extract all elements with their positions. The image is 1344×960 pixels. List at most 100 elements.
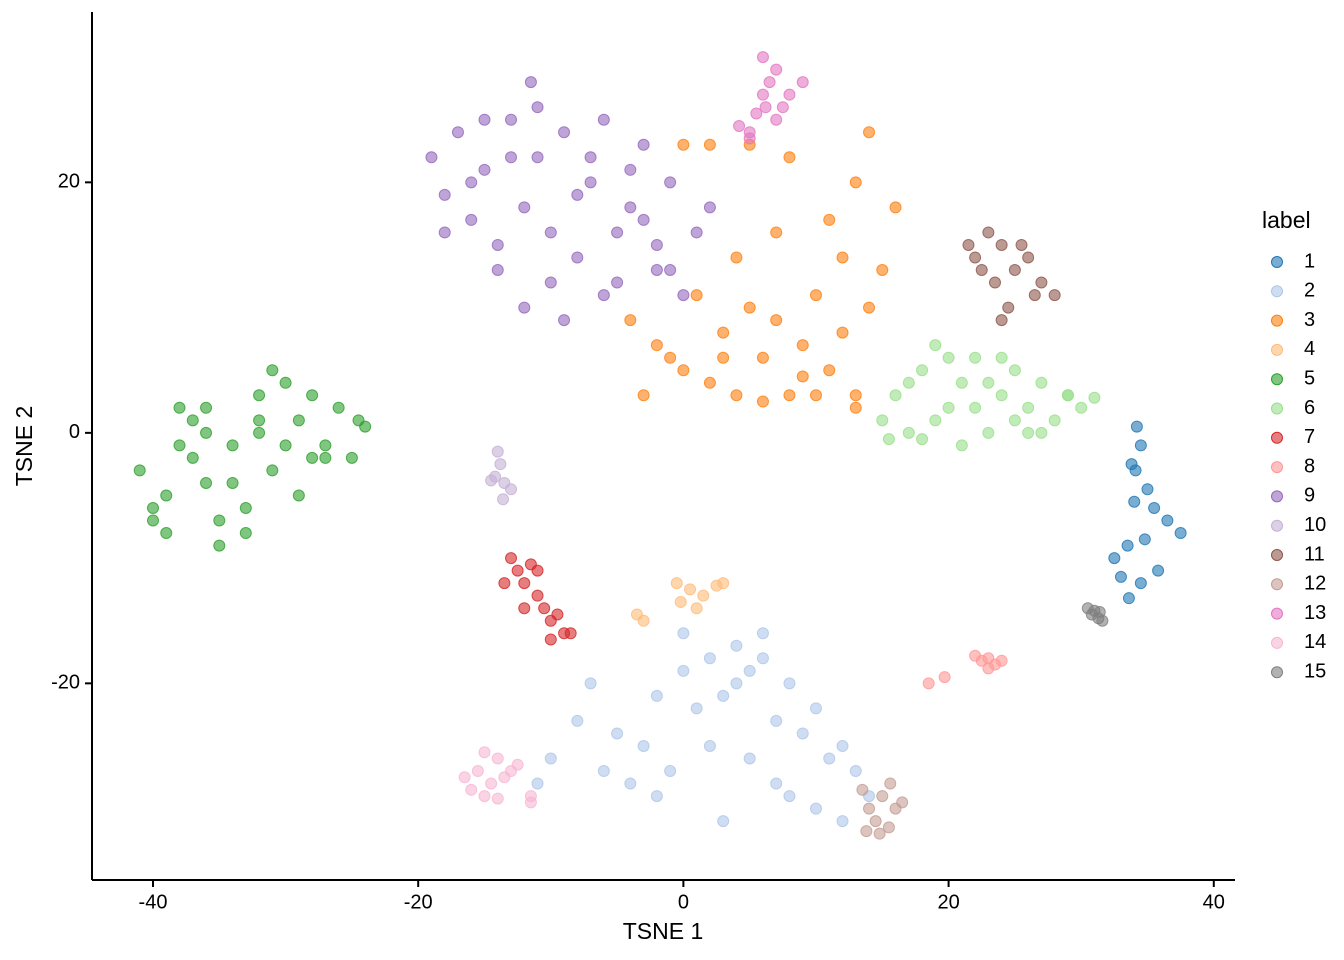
- point: [783, 790, 796, 803]
- point: [969, 401, 982, 414]
- point: [823, 364, 836, 377]
- point: [783, 677, 796, 690]
- point: [319, 451, 332, 464]
- point: [690, 702, 703, 715]
- point: [896, 796, 909, 809]
- point: [478, 113, 491, 126]
- legend-marker: [1271, 490, 1283, 503]
- y-axis-title: TSNE 2: [11, 406, 37, 487]
- point: [1141, 483, 1154, 496]
- point: [213, 514, 226, 527]
- point: [809, 802, 822, 815]
- point: [756, 652, 769, 665]
- point: [889, 201, 902, 214]
- point: [759, 101, 772, 114]
- point: [1114, 570, 1127, 583]
- point: [531, 777, 544, 790]
- point: [584, 151, 597, 164]
- point: [146, 514, 159, 527]
- point: [1121, 539, 1134, 552]
- point: [292, 489, 305, 502]
- legend-marker: [1271, 402, 1283, 415]
- legend-marker: [1271, 607, 1283, 620]
- point: [306, 451, 319, 464]
- point: [253, 426, 266, 439]
- point: [677, 289, 690, 302]
- point: [730, 389, 743, 402]
- point: [558, 314, 571, 327]
- point: [988, 276, 1001, 289]
- point: [551, 608, 564, 621]
- point: [498, 577, 511, 590]
- point: [849, 765, 862, 778]
- point: [863, 802, 876, 815]
- point: [670, 577, 683, 590]
- point: [279, 376, 292, 389]
- point: [505, 552, 518, 565]
- point: [863, 301, 876, 314]
- point: [743, 664, 756, 677]
- point: [809, 289, 822, 302]
- legend-label: 3: [1304, 309, 1315, 331]
- legend-marker: [1271, 373, 1283, 386]
- point: [717, 351, 730, 364]
- point: [703, 376, 716, 389]
- point: [756, 395, 769, 408]
- point: [1008, 264, 1021, 277]
- point: [938, 671, 951, 684]
- point: [1022, 251, 1035, 264]
- point: [796, 727, 809, 740]
- point: [863, 126, 876, 139]
- point: [690, 602, 703, 615]
- point: [538, 602, 551, 615]
- point: [856, 783, 869, 796]
- point: [750, 107, 763, 120]
- point: [332, 401, 345, 414]
- point: [664, 765, 677, 778]
- point: [186, 414, 199, 427]
- point: [471, 765, 484, 778]
- point: [849, 401, 862, 414]
- point: [743, 301, 756, 314]
- point: [1028, 289, 1041, 302]
- point: [160, 527, 173, 540]
- legend-marker: [1271, 431, 1283, 444]
- point: [173, 439, 186, 452]
- point: [770, 777, 783, 790]
- point: [531, 151, 544, 164]
- point: [637, 389, 650, 402]
- point: [253, 389, 266, 402]
- point: [292, 414, 305, 427]
- point: [876, 414, 889, 427]
- legend-label: 7: [1304, 426, 1315, 448]
- point: [756, 351, 769, 364]
- x-tick-label: -20: [404, 891, 433, 913]
- point: [611, 276, 624, 289]
- point: [637, 739, 650, 752]
- point: [465, 213, 478, 226]
- point: [796, 76, 809, 89]
- legend-label: 13: [1304, 602, 1326, 624]
- point: [650, 339, 663, 352]
- point: [783, 151, 796, 164]
- point: [849, 389, 862, 402]
- legend-marker: [1271, 636, 1283, 649]
- point: [564, 627, 577, 640]
- point: [558, 126, 571, 139]
- point: [319, 439, 332, 452]
- point: [1093, 605, 1106, 618]
- point: [146, 502, 159, 514]
- point: [730, 677, 743, 690]
- point: [743, 132, 756, 145]
- x-axis-title: TSNE 1: [623, 918, 704, 944]
- point: [200, 426, 213, 439]
- point: [929, 414, 942, 427]
- point: [531, 101, 544, 114]
- point: [995, 654, 1008, 667]
- point: [584, 677, 597, 690]
- point: [730, 639, 743, 652]
- point: [173, 401, 186, 414]
- point: [677, 664, 690, 677]
- legend-label: 15: [1304, 660, 1326, 682]
- point: [485, 777, 498, 790]
